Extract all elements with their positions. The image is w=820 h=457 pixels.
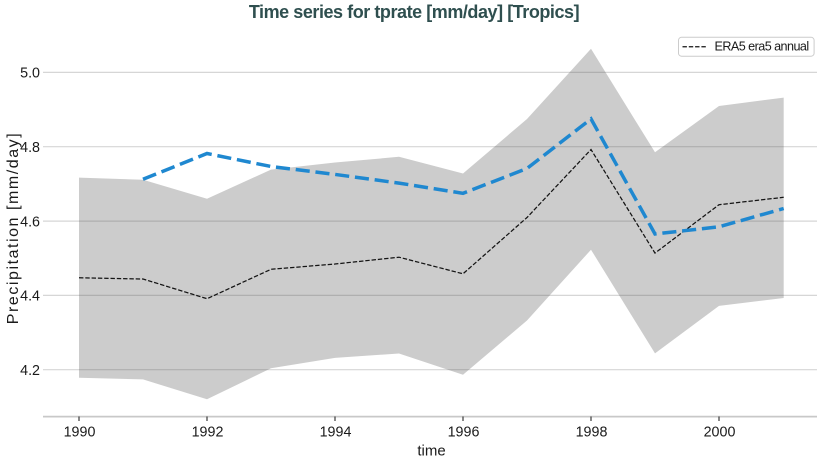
svg-text:1996: 1996 <box>448 425 480 441</box>
svg-text:Time series for tprate [mm/day: Time series for tprate [mm/day] [Tropics… <box>249 2 579 22</box>
svg-text:5.0: 5.0 <box>20 66 40 82</box>
svg-text:4.2: 4.2 <box>20 363 40 379</box>
svg-text:time: time <box>417 443 445 457</box>
svg-text:4.4: 4.4 <box>20 289 40 305</box>
svg-text:2000: 2000 <box>704 425 736 441</box>
svg-text:4.6: 4.6 <box>20 214 40 230</box>
svg-text:1990: 1990 <box>64 425 96 441</box>
svg-text:1992: 1992 <box>192 425 224 441</box>
svg-text:1998: 1998 <box>576 425 608 441</box>
svg-text:Precipitation [mm/day]: Precipitation [mm/day] <box>5 132 22 324</box>
svg-text:1994: 1994 <box>320 425 352 441</box>
svg-text:4.8: 4.8 <box>20 140 40 156</box>
svg-text:ERA5 era5 annual: ERA5 era5 annual <box>715 39 809 53</box>
